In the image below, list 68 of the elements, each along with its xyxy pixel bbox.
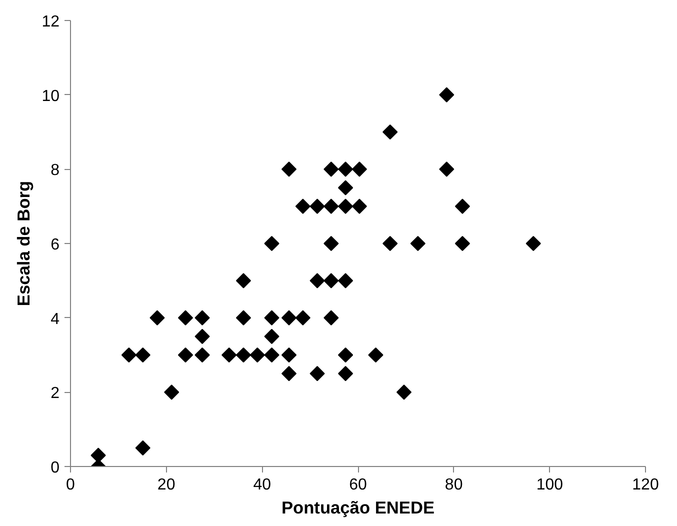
point xyxy=(338,162,354,177)
point xyxy=(236,273,252,288)
point xyxy=(264,310,280,326)
point xyxy=(164,384,180,400)
point xyxy=(454,198,470,214)
x-axis-title: Pontuação ENEDE xyxy=(281,498,435,518)
point xyxy=(194,347,210,363)
x-tick-label: 120 xyxy=(632,476,659,494)
point xyxy=(338,180,354,196)
y-tick-label: 2 xyxy=(50,385,60,402)
point xyxy=(281,347,297,363)
point xyxy=(178,310,194,326)
point xyxy=(250,347,265,363)
y-axis-title: Escala de Borg xyxy=(14,180,34,306)
y-tick-label: 8 xyxy=(50,162,60,180)
point xyxy=(264,328,280,344)
point xyxy=(264,236,280,252)
point xyxy=(310,273,325,288)
point xyxy=(324,198,339,214)
point xyxy=(324,236,339,252)
y-tick-label: 6 xyxy=(50,236,60,254)
point xyxy=(382,124,398,140)
point xyxy=(194,328,210,344)
point xyxy=(526,236,541,252)
point xyxy=(310,198,325,214)
x-tick-label: 60 xyxy=(349,476,367,494)
point xyxy=(281,162,297,177)
point xyxy=(410,236,426,252)
point xyxy=(90,448,106,463)
point xyxy=(338,273,354,288)
point xyxy=(150,310,165,326)
point xyxy=(281,366,297,382)
point xyxy=(338,347,354,363)
x-tick-label: 0 xyxy=(66,476,76,494)
point xyxy=(368,347,384,363)
y-tick-label: 4 xyxy=(50,310,60,328)
point xyxy=(178,347,194,363)
point xyxy=(338,366,354,382)
point xyxy=(338,198,354,214)
point xyxy=(324,310,339,326)
y-tick-label: 12 xyxy=(42,14,60,30)
point xyxy=(236,310,252,326)
point xyxy=(382,236,398,252)
x-tick-label: 20 xyxy=(157,476,176,494)
point xyxy=(264,347,280,363)
point xyxy=(135,440,150,456)
point xyxy=(194,310,210,326)
x-tick-label: 40 xyxy=(253,476,272,494)
y-tick-label: 10 xyxy=(42,88,60,105)
point xyxy=(121,347,137,363)
point xyxy=(295,310,310,326)
point xyxy=(352,198,368,214)
point xyxy=(324,273,339,288)
point xyxy=(352,162,368,177)
point xyxy=(310,366,325,382)
point xyxy=(439,162,454,177)
y-tick-label: 0 xyxy=(50,460,60,476)
point xyxy=(324,162,339,177)
point xyxy=(396,384,412,400)
x-tick-label: 80 xyxy=(444,476,463,494)
x-tick-label: 100 xyxy=(536,476,564,494)
point xyxy=(135,347,150,363)
point xyxy=(439,87,454,102)
point xyxy=(281,310,297,326)
point xyxy=(295,198,310,214)
point xyxy=(236,347,252,363)
point xyxy=(454,236,470,252)
point xyxy=(222,347,237,363)
